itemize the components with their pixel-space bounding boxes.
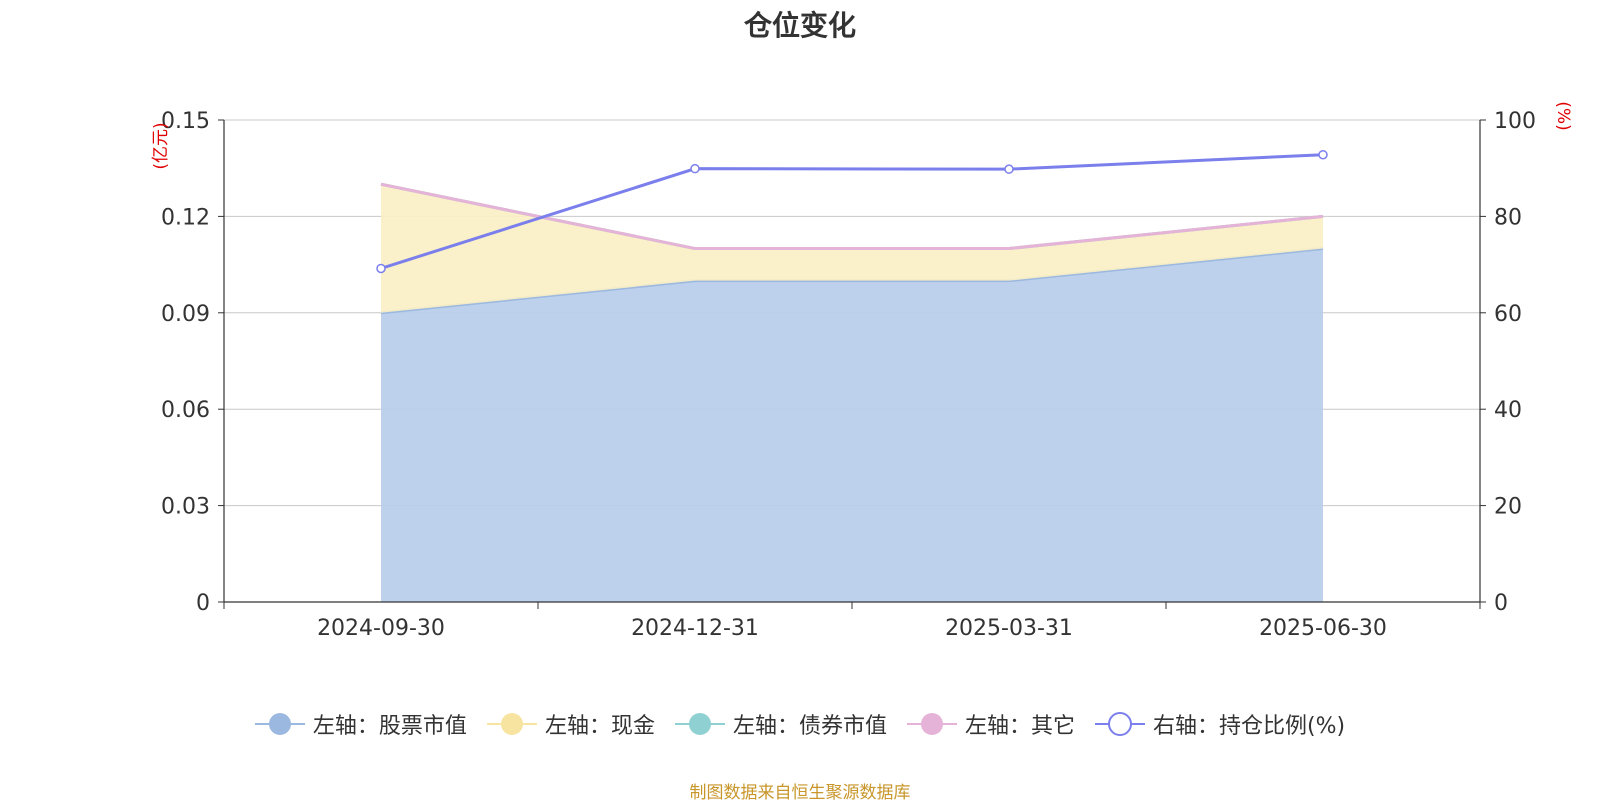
- area-1: [381, 184, 1323, 313]
- legend-label: 左轴：其它: [964, 714, 1075, 739]
- left-axis-tick-label: 0.06: [161, 398, 210, 423]
- chart-plot: 0 0.03 0.06 0.09 0.12 0.15 0 20 40 60 80 100 2024-09…: [151, 101, 1573, 641]
- source-note: 制图数据来自恒生聚源数据库: [689, 783, 911, 803]
- legend-label: 左轴：债券市值: [732, 714, 887, 739]
- ratio-point: [376, 263, 386, 274]
- legend-marker-icon: [674, 713, 725, 735]
- x-axis-tick-label: 2025-06-30: [1259, 616, 1387, 641]
- legend-marker-icon: [906, 713, 957, 735]
- right-axis-unit-label: (%): [1553, 101, 1573, 130]
- right-axis-tick-label: 40: [1494, 398, 1522, 423]
- right-axis-tick-label: 100: [1494, 109, 1536, 134]
- right-axis-tick-label: 60: [1494, 302, 1522, 327]
- ratio-point: [1318, 149, 1328, 160]
- area-line-0: [380, 247, 1324, 315]
- right-axis-tick-label: 0: [1494, 591, 1508, 616]
- right-axis-tick-label: 20: [1494, 495, 1522, 520]
- right-axis-tick-label: 80: [1494, 205, 1522, 230]
- legend-item[interactable]: 左轴：股票市值: [254, 708, 467, 740]
- x-axis-tick-label: 2024-09-30: [317, 616, 445, 641]
- legend-item[interactable]: 右轴：持仓比例(%): [1094, 708, 1346, 740]
- area-0: [381, 248, 1323, 603]
- x-axis-tick-label: 2024-12-31: [631, 616, 759, 641]
- left-axis-tick-label: 0.03: [161, 495, 210, 520]
- legend-marker-icon: [254, 713, 305, 735]
- chart-title: 仓位变化: [743, 9, 856, 42]
- legend-item[interactable]: 左轴：其它: [906, 708, 1075, 740]
- legend-label: 左轴：股票市值: [312, 714, 467, 739]
- legend-label: 左轴：现金: [544, 714, 655, 739]
- left-axis-tick-label: 0.09: [161, 302, 210, 327]
- legend-marker-icon: [486, 713, 537, 735]
- legend-marker-icon: [1094, 712, 1145, 736]
- legend-label: 右轴：持仓比例(%): [1152, 714, 1346, 739]
- legend-item[interactable]: 左轴：债券市值: [674, 708, 887, 740]
- left-axis-tick-label: 0.12: [161, 205, 210, 230]
- legend-item[interactable]: 左轴：现金: [486, 708, 655, 740]
- left-axis-tick-label: 0.15: [161, 109, 210, 134]
- x-axis-tick-label: 2025-03-31: [945, 616, 1073, 641]
- ratio-point: [690, 163, 700, 174]
- left-axis-unit-label: (亿元): [151, 122, 171, 169]
- legend: 左轴：股票市值 左轴：现金 左轴：债券市值 左轴：其它 右轴：持仓比例(%): [0, 708, 1600, 740]
- ratio-point: [1004, 164, 1014, 174]
- left-axis-tick-label: 0: [196, 591, 210, 616]
- ratio-line: [380, 153, 1324, 270]
- area-line-3: [380, 182, 1324, 251]
